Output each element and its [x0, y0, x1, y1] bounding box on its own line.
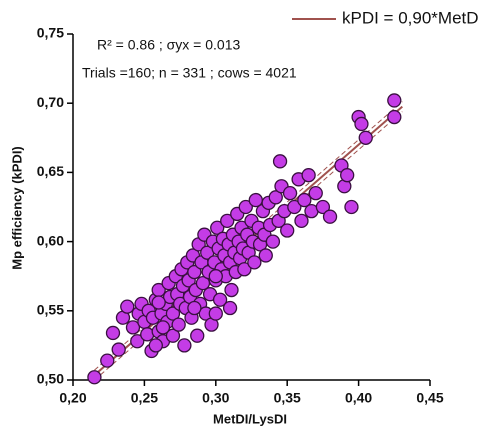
point — [237, 262, 252, 277]
x-tick-label: 0,35 — [274, 390, 301, 406]
point — [165, 306, 181, 321]
point — [155, 320, 171, 335]
y-tick-label: 0,75 — [37, 25, 64, 41]
point — [322, 209, 338, 224]
point — [120, 299, 135, 314]
y-tick-label: 0,50 — [37, 371, 64, 387]
point — [344, 199, 359, 215]
point — [297, 192, 312, 208]
y-tick-label: 0,60 — [37, 232, 64, 248]
point — [340, 168, 355, 183]
point — [282, 186, 298, 201]
point — [315, 199, 331, 215]
x-tick-label: 0,20 — [59, 390, 86, 406]
point — [354, 116, 369, 132]
x-tick-label: 0,30 — [202, 390, 229, 406]
y-tick-label: 0,70 — [37, 94, 64, 110]
point — [190, 328, 205, 343]
point — [130, 334, 145, 349]
point — [187, 264, 202, 280]
point — [387, 93, 402, 108]
point — [111, 342, 126, 357]
point — [387, 109, 402, 125]
y-axis-title: Mp efficiency (kPDI) — [9, 146, 24, 270]
point — [87, 370, 102, 385]
point — [208, 306, 223, 321]
point — [294, 213, 309, 228]
point — [280, 223, 295, 238]
point — [177, 338, 192, 353]
point — [308, 186, 323, 201]
point — [105, 325, 121, 341]
legend-label: kPDI = 0,90*MetDI/LysDI + 0,31 — [342, 8, 480, 27]
point — [210, 220, 225, 235]
point — [224, 282, 239, 298]
x-axis-title: MetDI/LysDI — [213, 411, 287, 426]
point — [265, 234, 281, 249]
point — [287, 199, 302, 215]
point — [151, 295, 166, 310]
annotation: Trials =160; n = 331 ; cows = 4021 — [82, 65, 297, 81]
point — [238, 199, 253, 215]
point — [268, 190, 283, 205]
point — [125, 320, 141, 335]
annotation: R² = 0.86 ; σyx = 0.013 — [97, 37, 240, 53]
point — [171, 317, 186, 332]
y-tick-label: 0,65 — [37, 163, 64, 179]
point — [187, 300, 202, 316]
point — [222, 300, 238, 316]
point — [301, 168, 316, 183]
x-tick-label: 0,25 — [131, 390, 158, 406]
point — [212, 292, 228, 307]
point — [247, 255, 262, 270]
x-tick-label: 0,40 — [345, 390, 372, 406]
y-tick-label: 0,55 — [37, 302, 64, 318]
point — [208, 269, 223, 284]
point — [358, 130, 373, 145]
point — [220, 213, 235, 228]
point — [100, 353, 115, 368]
point — [258, 248, 273, 263]
point — [272, 154, 288, 169]
point — [165, 328, 181, 343]
point — [148, 338, 163, 353]
x-tick-label: 0,45 — [416, 390, 443, 406]
